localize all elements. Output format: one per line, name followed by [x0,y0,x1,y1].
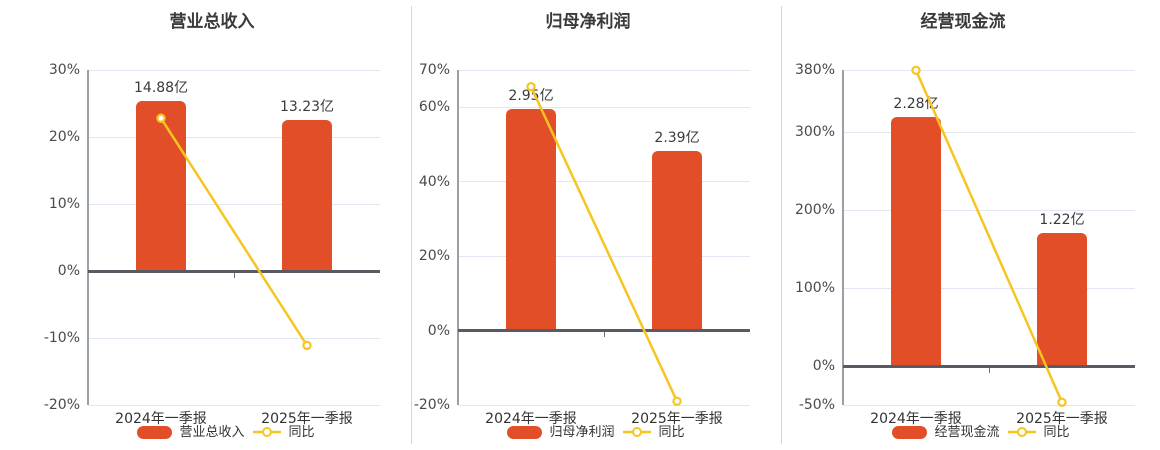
yoy-marker[interactable] [156,113,166,123]
y-tick-label: 10% [48,196,80,212]
bar-value-label: 1.22亿 [1039,211,1085,228]
y-axis-line [457,70,459,405]
y-tick-label: 200% [794,202,835,219]
gridline [843,131,1135,133]
y-tick-label: 40% [418,173,450,190]
plot-area: 70% 60% 40% 20% 0% -20% 2.95亿 2.39亿 2024年一季报 2025… [414,62,750,427]
axis-tick [988,367,990,373]
y-tick-label: -50% [798,397,835,413]
category-label: 2024年一季报 [115,411,207,427]
bar[interactable] [136,100,186,271]
gridline [843,69,1135,71]
y-tick-label: 30% [48,62,80,78]
bar-value-label: 2.39亿 [654,130,700,147]
plot-area: 380% 300% 200% 100% 0% -50% 2.28亿 1.22亿 2024年一季报… [795,62,1135,427]
panel-divider [781,6,782,444]
y-tick-label: -10% [43,330,80,346]
gridline [843,404,1135,406]
line-legend-label[interactable]: 同比 [658,424,685,440]
gridline [458,255,750,257]
line-legend-symbol[interactable] [252,425,282,439]
bar-value-label: 13.23亿 [279,98,335,115]
chart-title: 营业总收入 [169,12,255,32]
bar-value-label: 14.88亿 [133,79,189,96]
category-label: 2025年一季报 [1016,411,1108,427]
bar[interactable] [282,119,332,271]
gridline [88,136,380,138]
gridline [843,209,1135,211]
axis-tick [603,332,605,338]
y-tick-label: -20% [413,397,450,413]
yoy-marker[interactable] [911,65,921,76]
bar-legend-label[interactable]: 营业总收入 [179,424,245,440]
category-label: 2025年一季报 [631,411,723,427]
y-axis-line [842,70,844,405]
y-tick-label: 380% [794,62,835,78]
chart-legend: 归母净利润 同比 [416,423,776,441]
chart-title: 经营现金流 [920,12,1006,32]
category-label: 2025年一季报 [261,411,353,427]
panel-divider [411,6,412,444]
y-tick-label: -20% [43,397,80,413]
y-tick-label: 0% [427,322,450,339]
gridline [88,203,380,205]
gridline [458,181,750,183]
line-legend-label[interactable]: 同比 [288,424,315,440]
gridline [843,287,1135,289]
yoy-marker[interactable] [672,396,682,406]
gridline [88,337,380,339]
chart-title: 归母净利润 [545,12,631,32]
y-tick-label: 0% [57,263,80,279]
line-legend-label[interactable]: 同比 [1043,424,1070,440]
yoy-marker[interactable] [1057,397,1067,407]
plot-area: 30% 20% 10% 0% -10% -20% 14.88亿 13.23亿 2024年一季报 2… [44,62,380,427]
yoy-line-layer [156,113,312,351]
gridline [88,69,380,71]
yoy-line-layer [911,65,1067,407]
bar-legend-swatch[interactable] [892,425,928,439]
bar-legend-swatch[interactable] [137,425,173,439]
y-tick-label: 0% [812,358,835,375]
y-tick-label: 20% [48,129,80,145]
y-tick-label: 20% [418,248,450,265]
bar-legend-swatch[interactable] [507,425,543,439]
gridline [88,404,380,406]
category-label: 2024年一季报 [485,411,577,427]
line-legend-symbol[interactable] [622,425,652,439]
y-axis-line [87,70,89,405]
bar[interactable] [506,109,556,331]
gridline [458,106,750,108]
y-tick-label: 100% [794,280,835,297]
line-legend-symbol[interactable] [1007,425,1037,439]
bar-value-label: 2.28亿 [893,95,939,112]
bar-legend-label[interactable]: 归母净利润 [549,424,615,440]
bar[interactable] [891,116,941,367]
yoy-marker[interactable] [526,82,536,92]
yoy-marker[interactable] [302,340,312,351]
category-label: 2024年一季报 [870,411,962,427]
y-tick-label: 60% [418,99,450,116]
gridline [458,69,750,71]
gridline [458,404,750,406]
axis-tick [233,272,235,278]
chart-legend: 营业总收入 同比 [46,423,406,441]
chart-legend: 经营现金流 同比 [801,423,1160,441]
bar[interactable] [652,151,702,331]
bar-legend-label[interactable]: 经营现金流 [934,424,1000,440]
y-tick-label: 70% [418,62,450,78]
bar[interactable] [1037,232,1087,367]
y-tick-label: 300% [794,124,835,141]
yoy-line-layer [526,82,682,406]
